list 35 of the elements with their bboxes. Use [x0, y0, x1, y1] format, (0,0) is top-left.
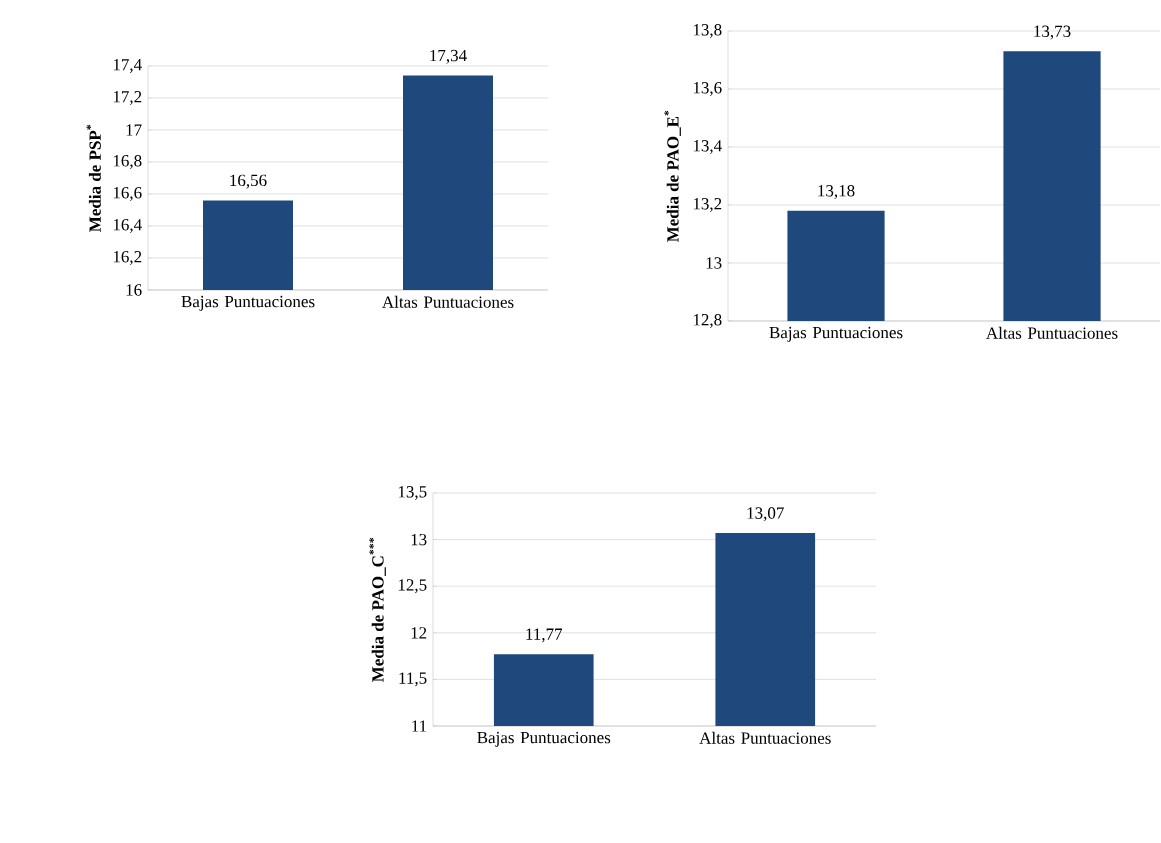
data-label: 13,07 [747, 507, 784, 522]
x-tick-label: Altas Puntuaciones [382, 295, 514, 308]
data-label: 17,34 [430, 49, 467, 64]
y-tick-label: 13,2 [693, 198, 722, 212]
y-tick-label: 16,2 [113, 251, 142, 265]
y-tick-label: 13,8 [693, 24, 722, 38]
y-axis-title: Media de PAO_E$^{*}$ [664, 110, 681, 243]
x-tick-label: Bajas Puntuaciones [477, 731, 611, 747]
data-label: 13,18 [818, 185, 855, 199]
y-tick-label: 12,8 [693, 314, 722, 328]
y-tick-label: 16,6 [113, 187, 142, 201]
y-tick-label: 17 [126, 124, 142, 136]
data-label: 11,77 [526, 628, 563, 643]
y-tick-label: 13,6 [693, 82, 722, 96]
y-tick-label: 11,5 [399, 672, 427, 687]
x-tick-label: Bajas Puntuaciones [769, 326, 903, 342]
data-label: 13,73 [1034, 25, 1071, 40]
y-tick-label: 11 [412, 720, 427, 732]
data-label: 16,56 [230, 174, 267, 189]
y-tick-label: 13,4 [693, 140, 722, 154]
y-tick-label: 17,2 [113, 91, 142, 105]
x-tick-label: Bajas Puntuaciones [181, 295, 315, 311]
y-tick-label: 16,8 [113, 155, 142, 169]
y-axis-title: Media de PAO_C$^{***}$ [369, 537, 386, 682]
x-tick-label: Altas Puntuaciones [986, 326, 1118, 339]
y-tick-label: 12 [411, 627, 427, 639]
y-tick-label: 17,4 [113, 59, 142, 73]
y-tick-label: 13 [706, 257, 722, 269]
y-axis-title: Media de PSP$^{*}$ [86, 124, 101, 232]
y-tick-label: 13,5 [398, 486, 427, 500]
y-tick-label: 16 [126, 284, 142, 296]
y-tick-label: 16,4 [113, 219, 142, 233]
y-tick-label: 12,5 [398, 579, 427, 594]
y-tick-label: 13 [411, 533, 427, 546]
x-tick-label: Altas Puntuaciones [699, 731, 831, 744]
